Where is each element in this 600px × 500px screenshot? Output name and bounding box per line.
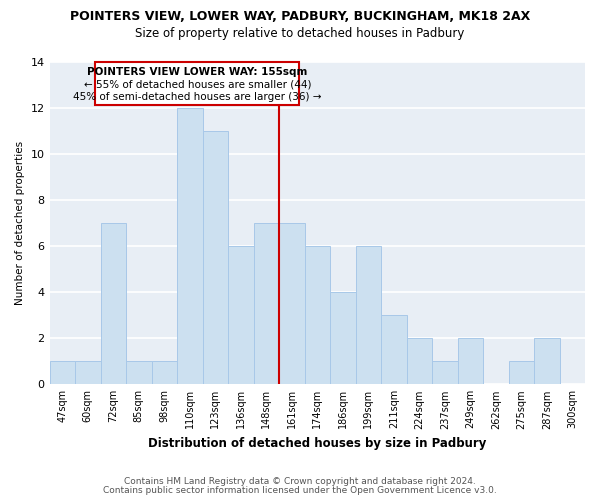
Bar [177,108,203,384]
Bar [50,361,75,384]
Bar [305,246,330,384]
Bar [279,223,305,384]
Bar [407,338,432,384]
Bar [330,292,356,384]
Bar [458,338,483,384]
X-axis label: Distribution of detached houses by size in Padbury: Distribution of detached houses by size … [148,437,487,450]
Text: Contains HM Land Registry data © Crown copyright and database right 2024.: Contains HM Land Registry data © Crown c… [124,477,476,486]
Text: ← 55% of detached houses are smaller (44): ← 55% of detached houses are smaller (44… [83,80,311,90]
Bar [432,361,458,384]
Text: POINTERS VIEW, LOWER WAY, PADBURY, BUCKINGHAM, MK18 2AX: POINTERS VIEW, LOWER WAY, PADBURY, BUCKI… [70,10,530,23]
Bar [509,361,534,384]
Bar [381,315,407,384]
Bar [152,361,177,384]
FancyBboxPatch shape [95,62,299,106]
Text: POINTERS VIEW LOWER WAY: 155sqm: POINTERS VIEW LOWER WAY: 155sqm [87,67,308,77]
Text: Contains public sector information licensed under the Open Government Licence v3: Contains public sector information licen… [103,486,497,495]
Bar [75,361,101,384]
Text: Size of property relative to detached houses in Padbury: Size of property relative to detached ho… [136,28,464,40]
Bar [534,338,560,384]
Text: 45% of semi-detached houses are larger (36) →: 45% of semi-detached houses are larger (… [73,92,322,102]
Bar [203,130,228,384]
Bar [101,223,126,384]
Bar [356,246,381,384]
Bar [228,246,254,384]
Bar [254,223,279,384]
Bar [126,361,152,384]
Y-axis label: Number of detached properties: Number of detached properties [15,141,25,305]
